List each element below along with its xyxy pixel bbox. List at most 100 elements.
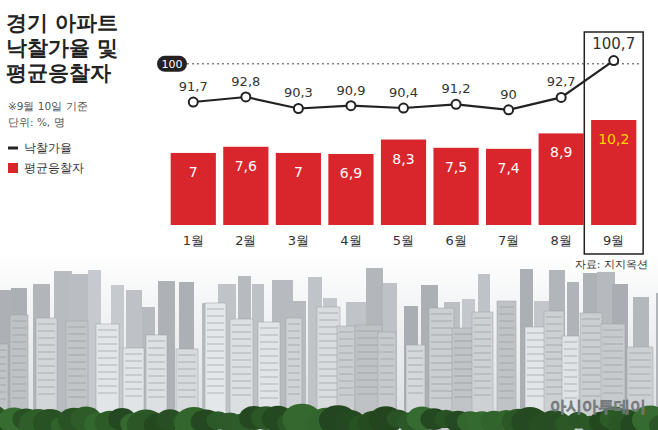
building-floor (148, 348, 165, 349)
building-floor (12, 356, 26, 357)
building-floor (380, 387, 394, 388)
bar (486, 149, 531, 225)
building-floor (431, 391, 452, 392)
title: 평균응찰자 (6, 61, 111, 85)
building-floor (603, 358, 623, 359)
building-floor (319, 327, 338, 328)
building-floor (207, 393, 224, 394)
building-floor (431, 356, 452, 357)
building-floor (357, 380, 380, 381)
building-floor (319, 341, 338, 342)
line-label: 100,7 (592, 35, 635, 53)
building-floor (38, 373, 55, 374)
building-floor (474, 360, 491, 361)
building-floor (582, 375, 600, 376)
building-floor (98, 379, 117, 380)
bar-label: 7,6 (235, 158, 257, 174)
building-floor (207, 379, 224, 380)
building-floor (319, 383, 338, 384)
building-floor (12, 349, 26, 350)
building-floor (207, 372, 224, 373)
building-floor (125, 361, 142, 362)
building-floor (260, 398, 278, 399)
bar-label: 10,2 (598, 131, 629, 147)
building-floor (12, 398, 26, 399)
building-floor (232, 395, 251, 396)
building-floor (232, 325, 251, 326)
building-floor (98, 386, 117, 387)
source-bg (572, 257, 651, 272)
building-floor (12, 384, 26, 385)
building-floor (98, 393, 117, 394)
building-floor (582, 382, 600, 383)
building-floor (380, 338, 394, 339)
building-floor (564, 391, 577, 392)
building-floor (125, 396, 142, 397)
building-floor (499, 342, 514, 343)
bar (276, 153, 321, 225)
x-axis: 1월2월3월4월5월6월7월8월9월 (183, 233, 625, 248)
legend: 낙찰가율평균응찰자 (8, 141, 84, 175)
building-floor (408, 372, 423, 373)
building-floor (232, 346, 251, 347)
building-floor (582, 361, 600, 362)
building-floor (474, 339, 491, 340)
building-floor (38, 380, 55, 381)
legend-label: 낙찰가율 (24, 141, 72, 155)
building-floor (564, 370, 577, 371)
building-floor (68, 383, 86, 384)
building-floor (12, 370, 26, 371)
building-floor (68, 355, 86, 356)
building-floor (38, 324, 55, 325)
bar (328, 154, 373, 225)
building-floor (380, 394, 394, 395)
building-floor (260, 391, 278, 392)
building-floor (68, 390, 86, 391)
building-floor (288, 338, 300, 339)
building-floor (564, 342, 577, 343)
building-floor (546, 317, 562, 318)
building-floor (357, 352, 380, 353)
building-floor (431, 363, 452, 364)
sky (0, 250, 658, 430)
building-floor (207, 316, 224, 317)
building-floor (38, 338, 55, 339)
building-floor (339, 353, 353, 354)
x-tick-label: 8월 (551, 233, 572, 248)
building-floor (339, 339, 353, 340)
building-floor (499, 314, 514, 315)
building-floor (98, 337, 117, 338)
data-labels: 77,676,98,37,57,48,910,291,792,890,390,9… (179, 35, 635, 181)
header: 경기 아파트낙찰가율 및평균응찰자※9월 10일 기준단위: %, 명 (6, 11, 118, 128)
building-floor (499, 307, 514, 308)
building-floor (408, 358, 423, 359)
building-floor (0, 378, 6, 379)
building-floor (288, 366, 300, 367)
building-floor (527, 354, 544, 355)
building-floor (527, 389, 544, 390)
building-floor (125, 375, 142, 376)
reference-label-bg (157, 56, 187, 72)
building-floor (288, 380, 300, 381)
building-floor (431, 398, 452, 399)
building-floor (125, 382, 142, 383)
x-tick-label: 1월 (183, 233, 204, 248)
building-floor (380, 380, 394, 381)
building-floor (527, 333, 544, 334)
building-floor (12, 321, 26, 322)
building-floor (232, 367, 251, 368)
building-floor (148, 341, 165, 342)
building-floor (260, 370, 278, 371)
building-floor (431, 335, 452, 336)
building-floor (207, 351, 224, 352)
building-floor (148, 376, 165, 377)
building-floor (207, 337, 224, 338)
building-floor (12, 363, 26, 364)
building-floor (232, 353, 251, 354)
building-floor (125, 389, 142, 390)
building-floor (339, 360, 353, 361)
building-floor (582, 347, 600, 348)
building-floor (98, 372, 117, 373)
building-floor (319, 320, 338, 321)
x-tick-label: 6월 (445, 233, 466, 248)
